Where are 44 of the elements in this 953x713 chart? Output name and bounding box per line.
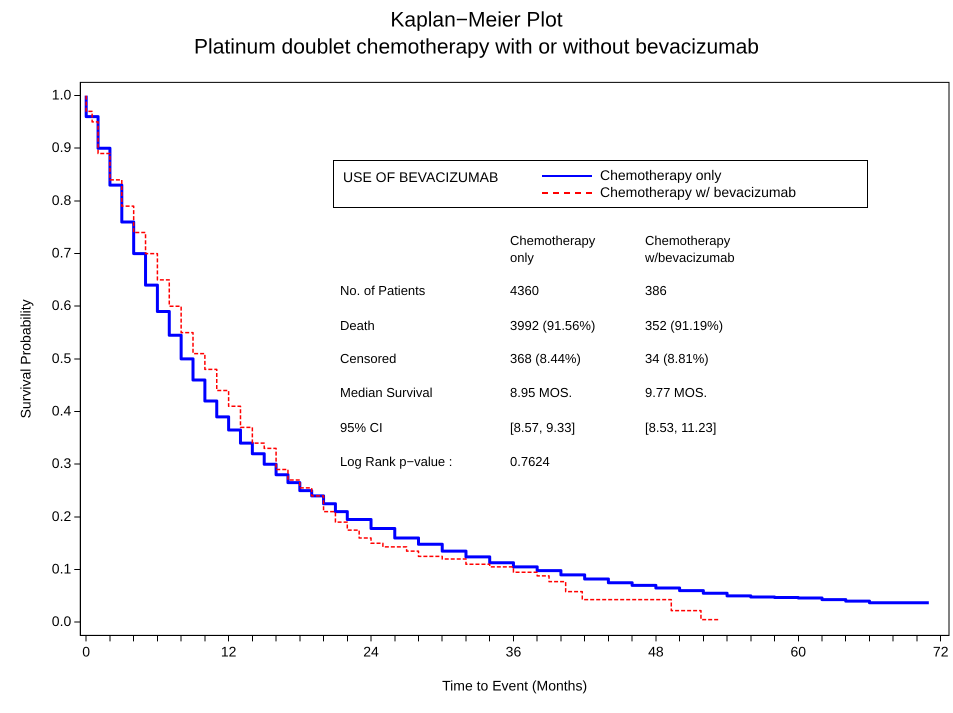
x-tick-label: 36 [506,644,522,660]
x-axis-title: Time to Event (Months) [442,677,588,694]
legend-label: Chemotherapy only [599,167,722,183]
annotation: [8.57, 9.33] [510,419,576,436]
y-tick-label: 0.7 [52,244,72,260]
y-tick-label: 0.1 [52,560,72,576]
y-tick-label: 0.2 [52,508,72,524]
annotation: 95% CI [340,419,383,436]
annotation: 368 (8.44%) [510,350,581,367]
x-tick-label: 48 [648,644,664,660]
y-tick-label: 0.6 [52,297,72,314]
legend-title: USE OF BEVACIZUMAB [343,169,498,185]
y-tick-label: 0.4 [52,402,72,418]
y-tick-label: 0.8 [52,192,72,208]
x-tick-label: 72 [932,644,949,660]
annotation: 8.95 MOS. [510,384,572,401]
x-tick-label: 12 [220,644,237,660]
y-tick-label: 0.9 [52,139,72,156]
x-tick-label: 0 [82,644,90,660]
annotation: No. of Patients [340,282,426,299]
x-tick-label: 60 [790,644,806,660]
y-tick-label: 0.0 [52,613,72,630]
annotation: 386 [645,282,667,299]
annotation: 9.77 MOS. [645,384,708,401]
chart-title: Kaplan−Meier Plot [390,8,563,32]
annotation: 0.7624 [510,453,550,470]
x-tick-label: 24 [363,644,380,660]
annotation: 4360 [510,282,539,299]
annotation: Death [340,317,375,334]
annotation: Log Rank p−value : [340,453,452,470]
annotation: Chemotherapy only [510,232,596,266]
chart-subtitle: Platinum doublet chemotherapy with or without bevacizumab [194,36,759,59]
annotation: Median Survival [340,384,432,401]
annotation: [8.53, 11.23] [645,419,716,436]
legend-label: Chemotherapy w/ bevacizumab [599,184,796,200]
annotation: Chemotherapy w/bevacizumab [645,232,735,266]
y-tick-label: 1.0 [52,86,72,102]
y-tick-label: 0.5 [52,350,72,366]
annotation: Censored [340,350,396,367]
annotation: 34 (8.81%) [645,350,709,367]
y-axis-title: Survival Probability [17,299,34,418]
y-tick-label: 0.3 [52,455,72,472]
annotation: 3992 (91.56%) [510,317,596,334]
annotation: 352 (91.19%) [645,317,724,334]
